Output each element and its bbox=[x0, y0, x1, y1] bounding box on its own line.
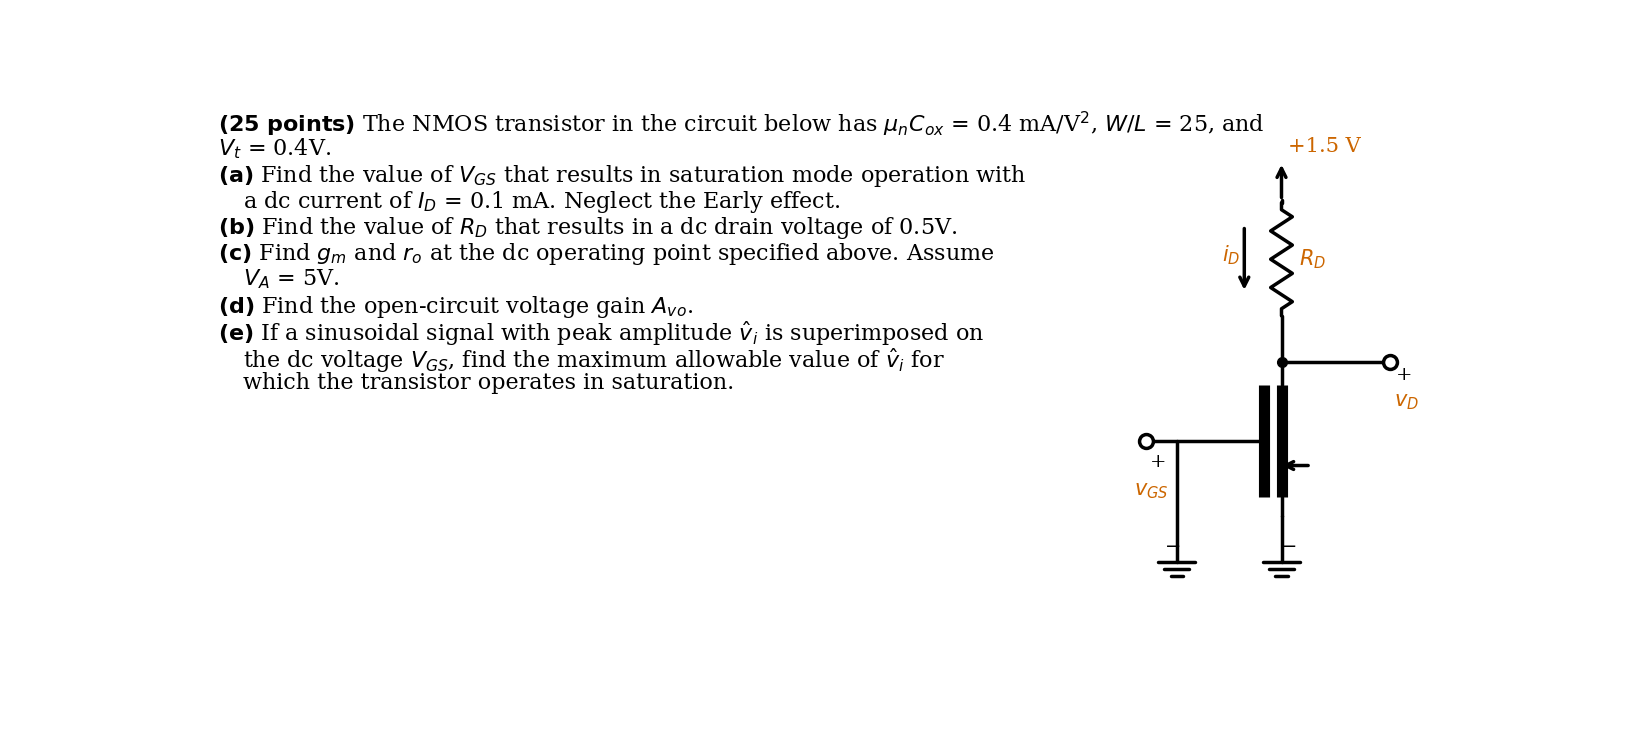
Text: +: + bbox=[1150, 452, 1167, 471]
Text: $V_A$ = 5V.: $V_A$ = 5V. bbox=[243, 268, 340, 291]
Text: which the transistor operates in saturation.: which the transistor operates in saturat… bbox=[243, 372, 734, 394]
Text: +: + bbox=[1395, 366, 1413, 384]
Text: $\mathbf{(25\ points)}$ The NMOS transistor in the circuit below has $\mu_n C_{o: $\mathbf{(25\ points)}$ The NMOS transis… bbox=[219, 110, 1265, 140]
Text: $\mathbf{(d)}$ Find the open-circuit voltage gain $A_{vo}$.: $\mathbf{(d)}$ Find the open-circuit vol… bbox=[219, 293, 693, 319]
Text: $\mathbf{(a)}$ Find the value of $V_{GS}$ that results in saturation mode operat: $\mathbf{(a)}$ Find the value of $V_{GS}… bbox=[219, 163, 1026, 188]
Text: $\mathbf{(c)}$ Find $g_m$ and $r_o$ at the dc operating point specified above. A: $\mathbf{(c)}$ Find $g_m$ and $r_o$ at t… bbox=[219, 241, 995, 267]
Text: $\mathbf{(e)}$ If a sinusoidal signal with peak amplitude $\hat{v}_i$ is superim: $\mathbf{(e)}$ If a sinusoidal signal wi… bbox=[219, 320, 984, 349]
Text: −: − bbox=[1165, 538, 1181, 556]
Text: −: − bbox=[1281, 538, 1297, 556]
Text: $\mathbf{(b)}$ Find the value of $R_D$ that results in a dc drain voltage of 0.5: $\mathbf{(b)}$ Find the value of $R_D$ t… bbox=[219, 215, 958, 241]
Text: $v_{GS}$: $v_{GS}$ bbox=[1134, 481, 1168, 500]
Text: $i_D$: $i_D$ bbox=[1222, 244, 1240, 268]
Text: $V_t$ = 0.4V.: $V_t$ = 0.4V. bbox=[219, 137, 332, 161]
Text: a dc current of $I_D$ = 0.1 mA. Neglect the Early effect.: a dc current of $I_D$ = 0.1 mA. Neglect … bbox=[243, 188, 840, 215]
Text: $v_D$: $v_D$ bbox=[1394, 393, 1418, 412]
Text: +1.5 V: +1.5 V bbox=[1288, 137, 1361, 157]
Text: $R_D$: $R_D$ bbox=[1299, 248, 1325, 271]
Text: the dc voltage $V_{GS}$, find the maximum allowable value of $\hat{v}_i$ for: the dc voltage $V_{GS}$, find the maximu… bbox=[243, 346, 944, 375]
